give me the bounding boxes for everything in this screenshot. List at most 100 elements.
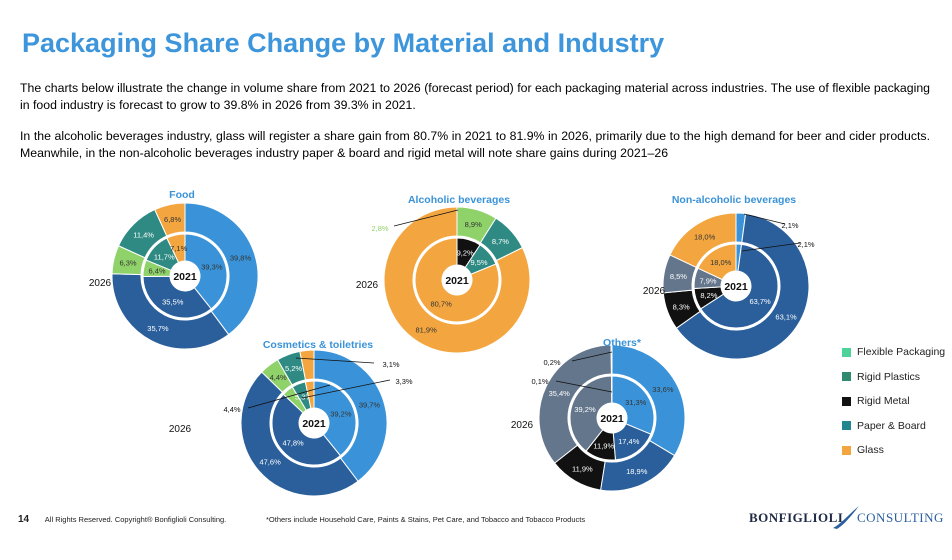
chart0-inner-label: 7,1% xyxy=(170,244,187,253)
chart3-title: Cosmetics & toiletries xyxy=(263,339,373,351)
chart3-outer-slice xyxy=(313,349,388,482)
page-title: Packaging Share Change by Material and I… xyxy=(22,28,665,58)
chart4-callout-label: 0,1% xyxy=(531,377,548,386)
chart4-outer-label: 11,9% xyxy=(572,464,593,473)
chart1-inner-label: 9,5% xyxy=(470,258,487,267)
chart3-outer-label: 47,6% xyxy=(259,458,281,467)
chart3-callout-line xyxy=(295,357,375,364)
chart0-center-year-label: 2021 xyxy=(173,271,197,283)
intro-paragraph: The charts below illustrate the change i… xyxy=(20,81,930,112)
legend-swatch xyxy=(842,396,851,406)
chart3-outer-slice xyxy=(299,349,315,381)
page-number: 14 xyxy=(18,514,30,525)
legend-item-rigid-metal: Rigid Metal xyxy=(842,389,945,414)
legend-item-paper-board: Paper & Board xyxy=(842,414,945,439)
footer: 14 All Rights Reserved. Copyright® Bonfi… xyxy=(18,514,226,525)
chart0-outer-label: 6,8% xyxy=(164,215,181,224)
legend-item-glass: Glass xyxy=(842,438,945,463)
chart1-callout-line xyxy=(393,209,459,227)
chart1-center-hole xyxy=(442,265,472,295)
chart2-callout-line xyxy=(741,242,801,252)
copyright-text: All Rights Reserved. Copyright® Bonfigli… xyxy=(44,515,227,524)
chart4-inner-label: 17,4% xyxy=(618,437,640,446)
legend-swatch xyxy=(842,372,851,382)
chart0-outer-label: 35,7% xyxy=(147,324,169,333)
chart4-outer-label: 18,9% xyxy=(626,467,648,476)
logo-text-right: CONSULTING xyxy=(857,510,944,525)
chart4-outer-label: 33,6% xyxy=(652,385,674,394)
legend-swatch xyxy=(842,445,851,455)
chart0-inner-label: 39,3% xyxy=(201,263,223,272)
chart2-inner-label: 7,9% xyxy=(699,277,716,286)
chart3-callout-label: 3,1% xyxy=(382,360,399,369)
chart1-center-year-label: 2021 xyxy=(445,275,469,287)
chart4-inner-label: 11,9% xyxy=(593,441,614,450)
chart2-center-hole xyxy=(721,271,751,301)
chart1-inner-label: 80,7% xyxy=(430,300,452,309)
chart3-inner-label: 47,8% xyxy=(282,438,304,447)
chart3-inner-label: 39,2% xyxy=(330,410,352,419)
chart3-outer-label: 5,2% xyxy=(285,364,302,373)
chart4-outer-slice xyxy=(611,344,686,457)
chart2-callout-label: 2,1% xyxy=(781,221,798,230)
legend-label: Rigid Plastics xyxy=(857,370,921,383)
chart0-outer-label: 39,8% xyxy=(230,254,252,263)
legend-item-rigid-plastics: Rigid Plastics xyxy=(842,365,945,390)
chart1-outer-label: 8,9% xyxy=(465,220,482,229)
chart0-outer-year-label: 2026 xyxy=(89,278,112,289)
chart4-inner-label: 39,2% xyxy=(574,405,596,414)
chart3-callout-line xyxy=(301,379,391,399)
chart4-title: Others* xyxy=(603,337,642,349)
footnote: *Others include Household Care, Paints &… xyxy=(266,515,586,524)
chart2-outer-slice xyxy=(669,212,737,268)
chart0-center-hole xyxy=(170,261,200,291)
detail-paragraph: In the alcoholic beverages industry, gla… xyxy=(20,129,930,160)
chart3-callout-label: 3,3% xyxy=(395,377,412,386)
chart4-center-year-label: 2021 xyxy=(600,413,624,425)
legend-label: Paper & Board xyxy=(857,419,926,432)
chart2-inner-label: 8,2% xyxy=(700,291,717,300)
chart2-outer-label: 18,0% xyxy=(694,233,716,242)
chart1-inner-label: 9,2% xyxy=(457,249,474,258)
chart0-title: Food xyxy=(169,189,195,201)
chart1-callout-label: 2,8% xyxy=(371,224,388,233)
legend-swatch xyxy=(842,347,851,357)
chart0-inner-label: 11,7% xyxy=(154,252,175,261)
logo-swoosh-icon xyxy=(833,506,859,529)
chart2-outer-slice xyxy=(675,213,810,360)
chart4-callout-label: 0,2% xyxy=(543,358,560,367)
chart4-center-hole xyxy=(597,403,627,433)
chart2-inner-label: 18,0% xyxy=(710,258,732,267)
chart2-inner-label: 63,7% xyxy=(749,297,771,306)
chart4-outer-slice xyxy=(610,344,613,375)
chart0-inner-label: 6,4% xyxy=(148,267,165,276)
chart4-outer-year-label: 2026 xyxy=(511,420,534,431)
chart2-outer-year-label: 2026 xyxy=(643,286,666,297)
chart0-outer-label: 11,4% xyxy=(133,231,154,240)
donut-charts: 39,8% 35,7% 6,3% 11,4% 6,8% 39,3% 35,5% 6,4% 11,… xyxy=(89,189,815,497)
chart4-inner-label: 31,3% xyxy=(625,398,647,407)
legend: Flexible Packaging Rigid Plastics Rigid … xyxy=(842,340,945,463)
chart3-center-hole xyxy=(299,408,329,438)
chart1-outer-year-label: 2026 xyxy=(356,280,379,291)
chart1-outer-label: 8,7% xyxy=(492,237,509,246)
chart0-outer-slice xyxy=(111,273,230,350)
chart2-callout-line xyxy=(743,213,786,225)
chart3-inner-label: 5,3% xyxy=(295,392,312,401)
chart3-callout-label: 4,4% xyxy=(223,405,240,414)
chart0-outer-slice xyxy=(184,202,259,336)
legend-label: Flexible Packaging xyxy=(857,346,946,359)
chart3-callout-line xyxy=(247,384,331,409)
chart2-outer-label: 63,1% xyxy=(775,312,797,321)
legend-label: Glass xyxy=(857,444,884,457)
chart0-inner-label: 35,5% xyxy=(162,298,184,307)
chart2-outer-label: 8,5% xyxy=(670,272,687,281)
company-logo: BONFIGLIOLI CONSULTING xyxy=(735,502,943,532)
chart3-outer-slice xyxy=(240,371,359,497)
chart2-center-year-label: 2021 xyxy=(724,281,748,293)
chart0-outer-label: 6,3% xyxy=(119,259,136,268)
chart1-outer-label: 81,9% xyxy=(415,326,437,335)
chart4-outer-slice xyxy=(538,344,612,464)
chart3-outer-label: 4,4% xyxy=(270,373,287,382)
chart3-outer-label: 39,7% xyxy=(359,400,381,409)
